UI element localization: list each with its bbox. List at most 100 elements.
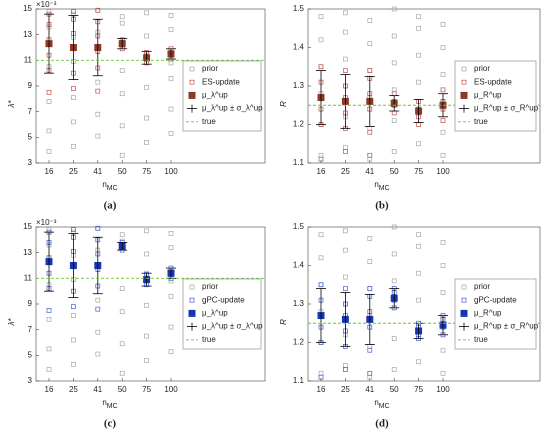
error-bar xyxy=(68,15,79,80)
update-point xyxy=(46,90,52,95)
prior-point xyxy=(119,232,125,238)
update-point xyxy=(343,149,348,154)
update-point xyxy=(46,308,52,313)
prior-point xyxy=(168,131,174,136)
x-tick-label: 75 xyxy=(414,167,423,176)
prior-point xyxy=(416,52,421,58)
x-axis-label: nMC xyxy=(374,180,389,192)
prior-point xyxy=(391,118,397,124)
y-tick-label: 1.1 xyxy=(293,158,305,167)
y-tick-label: 1.4 xyxy=(293,261,305,270)
legend-swatch xyxy=(188,309,196,317)
prior-point xyxy=(95,297,101,303)
error-bar xyxy=(316,70,326,125)
update-point xyxy=(95,7,101,13)
legend-swatch xyxy=(461,79,467,85)
legend-label: μ_λ^up ± σ_λ^up xyxy=(202,104,263,113)
prior-point xyxy=(391,149,397,154)
legend-label: μ_λ^up ± σ_λ^up xyxy=(202,322,263,331)
x-tick-label: 16 xyxy=(45,385,54,394)
update-point xyxy=(343,367,348,372)
y-tick-label: 13 xyxy=(23,248,32,257)
y-multiplier: ×10⁻³ xyxy=(36,218,57,227)
update-point xyxy=(367,370,373,376)
x-tick-label: 16 xyxy=(317,385,326,394)
x-tick-label: 41 xyxy=(365,167,374,176)
prior-point xyxy=(46,346,52,352)
x-tick-label: 100 xyxy=(164,385,178,394)
prior-point xyxy=(168,106,174,112)
prior-point xyxy=(95,79,101,85)
error-bar xyxy=(44,13,54,74)
prior-point xyxy=(119,123,125,129)
prior-point xyxy=(168,293,174,299)
x-tick-label: 50 xyxy=(390,385,399,394)
y-tick-label: 1.3 xyxy=(293,299,305,308)
legend-swatch xyxy=(188,91,196,99)
error-bar xyxy=(141,272,152,287)
y-tick-label: 7 xyxy=(28,107,33,116)
legend-label: prior xyxy=(202,282,218,291)
legend-box xyxy=(454,278,537,350)
prior-point xyxy=(391,224,397,230)
prior-point xyxy=(144,251,149,257)
prior-point xyxy=(416,79,421,85)
error-bar xyxy=(166,48,176,60)
x-tick-label: 75 xyxy=(142,385,151,394)
y-tick-label: 3 xyxy=(28,376,33,385)
prior-point xyxy=(168,231,174,236)
x-tick-label: 16 xyxy=(317,167,326,176)
legend-box xyxy=(182,60,262,132)
update-point xyxy=(318,374,324,380)
x-tick-label: 50 xyxy=(390,167,399,176)
prior-point xyxy=(119,68,125,73)
update-point xyxy=(71,9,76,14)
prior-point xyxy=(416,141,421,147)
panel-caption: (c) xyxy=(104,418,117,430)
prior-point xyxy=(144,333,149,339)
update-point xyxy=(71,227,76,232)
x-tick-label: 100 xyxy=(436,167,450,176)
y-tick-label: 1.5 xyxy=(293,222,305,231)
x-tick-label: 50 xyxy=(118,167,127,176)
y-tick-label: 9 xyxy=(28,299,33,308)
prior-point xyxy=(95,351,101,357)
prior-point xyxy=(318,14,324,20)
x-tick-label: 41 xyxy=(93,385,102,394)
legend-label: μ_R^up xyxy=(474,309,502,318)
prior-point xyxy=(144,302,149,308)
x-tick-label: 50 xyxy=(118,385,127,394)
prior-point xyxy=(168,349,174,354)
prior-point xyxy=(343,29,348,35)
x-tick-label: 100 xyxy=(164,167,178,176)
prior-point xyxy=(416,232,421,238)
prior-point xyxy=(144,140,149,145)
prior-point xyxy=(95,329,101,335)
legend-label: true xyxy=(474,117,488,126)
y-tick-label: 1.3 xyxy=(293,81,305,90)
y-axis-label: R xyxy=(279,101,288,107)
prior-point xyxy=(144,358,149,363)
error-bar xyxy=(316,288,326,343)
y-tick-label: 11 xyxy=(24,55,33,64)
legend-label: μ_R^up ± σ_R^up xyxy=(474,322,539,331)
y-tick-label: 15 xyxy=(23,222,32,231)
y-axis-label: λ* xyxy=(7,318,16,327)
prior-point xyxy=(440,370,446,376)
prior-point xyxy=(391,278,397,284)
y-tick-label: 1.2 xyxy=(293,338,305,347)
prior-point xyxy=(440,152,446,158)
y-tick-label: 1.5 xyxy=(293,4,305,13)
y-tick-label: 9 xyxy=(28,81,33,90)
x-tick-label: 25 xyxy=(341,167,350,176)
legend-label: true xyxy=(202,335,216,344)
legend-swatch xyxy=(460,91,468,99)
prior-point xyxy=(71,313,76,318)
legend-label: ES-update xyxy=(474,77,512,86)
update-point xyxy=(367,68,373,73)
prior-point xyxy=(318,232,324,238)
prior-point xyxy=(46,128,52,134)
prior-point xyxy=(318,255,324,261)
legend-swatch xyxy=(461,284,467,290)
